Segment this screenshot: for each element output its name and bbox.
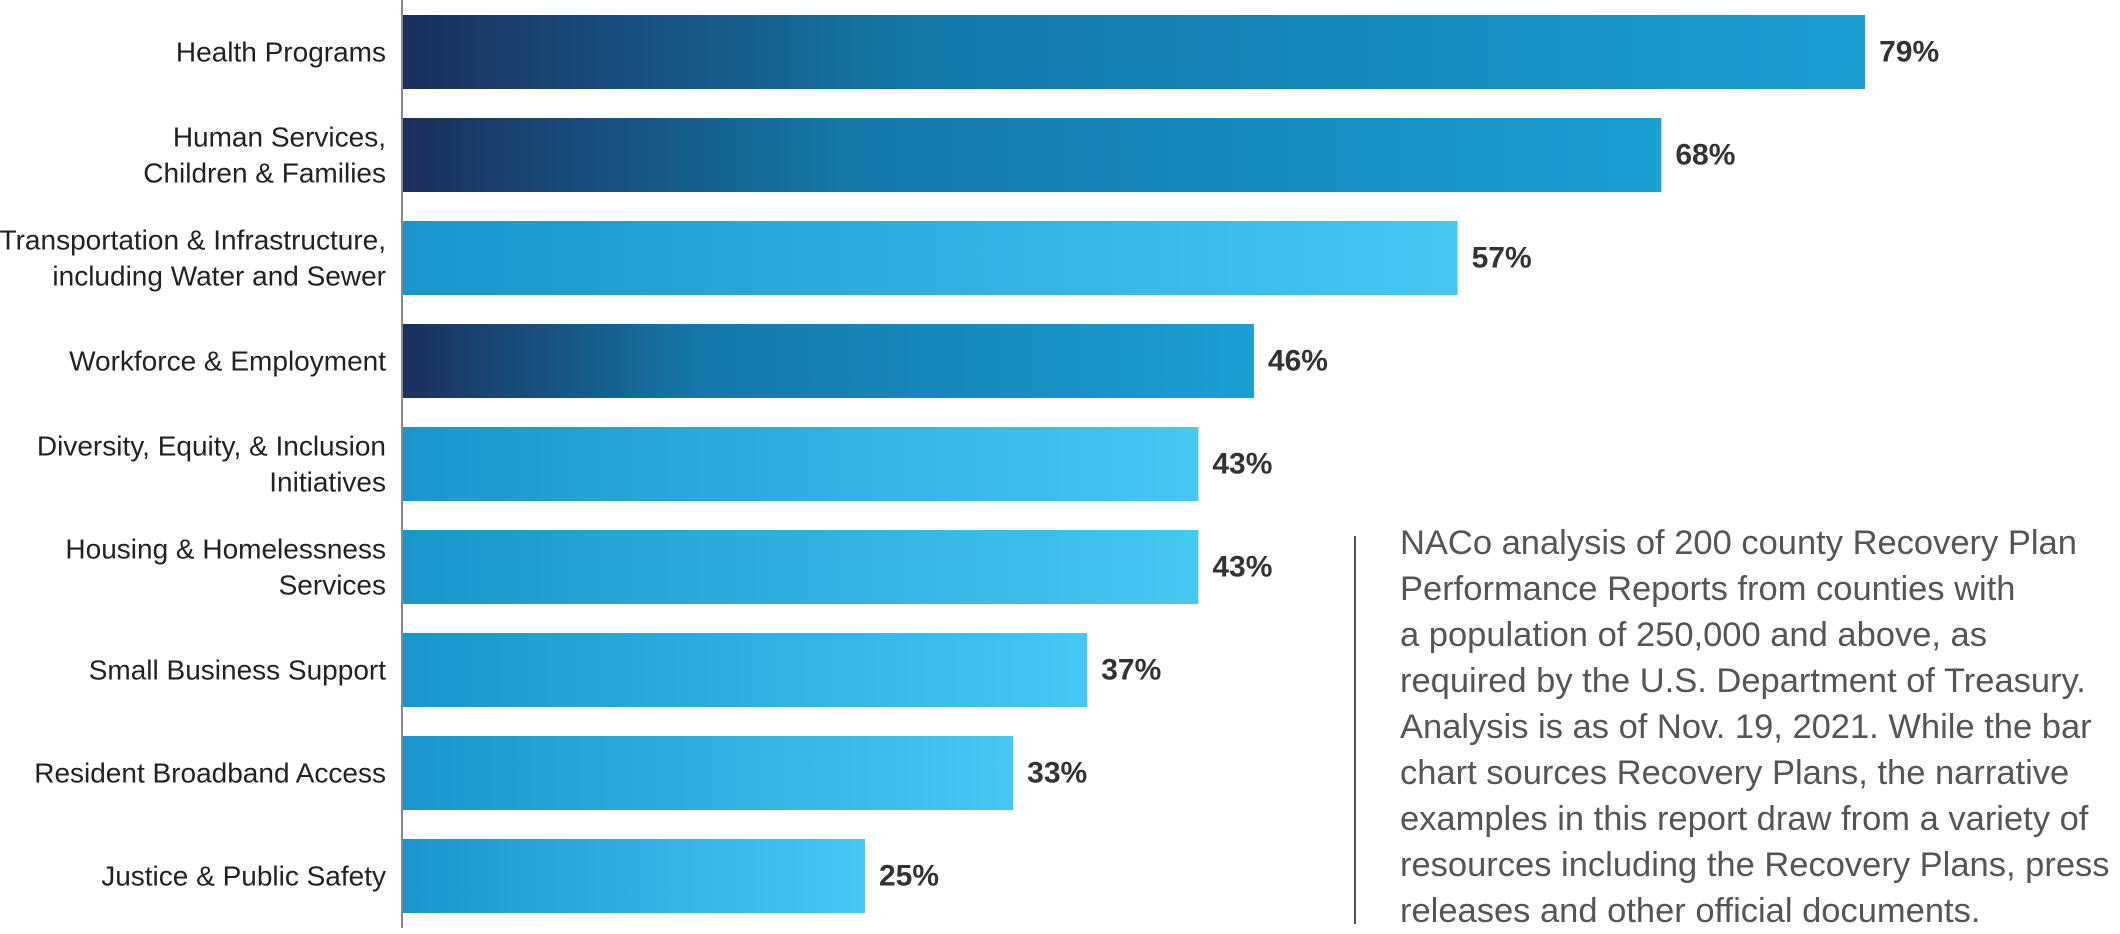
bar	[402, 118, 1662, 192]
bar	[402, 839, 865, 913]
source-note-line: resources including the Recovery Plans, …	[1400, 846, 2110, 884]
value-label: 46%	[1268, 345, 1328, 378]
category-label: Human Services,	[173, 122, 386, 153]
source-note-line: required by the U.S. Department of Treas…	[1400, 662, 2086, 700]
value-label: 33%	[1027, 757, 1087, 790]
category-label: including Water and Sewer	[52, 261, 386, 292]
value-label: 68%	[1675, 139, 1735, 172]
bar	[402, 530, 1199, 604]
category-label: Diversity, Equity, & Inclusion	[37, 431, 386, 462]
category-label: Health Programs	[176, 37, 386, 68]
category-label: Justice & Public Safety	[101, 861, 386, 892]
source-note-line: NACo analysis of 200 county Recovery Pla…	[1400, 524, 2077, 562]
value-label: 57%	[1472, 242, 1532, 275]
bars-group	[402, 15, 1866, 913]
bar	[402, 15, 1866, 89]
source-note-line: releases and other official documents.	[1400, 892, 1981, 930]
value-label: 37%	[1101, 654, 1161, 687]
bar	[402, 221, 1458, 295]
category-labels-group: Health Programs Human Services, Children &…	[0, 37, 386, 892]
category-label: Initiatives	[269, 467, 386, 498]
source-note-line: chart sources Recovery Plans, the narrat…	[1400, 754, 2070, 792]
value-labels-group: 79% 68% 57% 46% 43% 43% 37% 33% 25%	[879, 36, 1939, 893]
category-label: Workforce & Employment	[69, 346, 386, 377]
category-label: Children & Families	[143, 158, 386, 189]
source-note-line: Analysis is as of Nov. 19, 2021. While t…	[1400, 708, 2092, 746]
bar	[402, 736, 1014, 810]
category-label: Housing & Homelessness	[65, 534, 386, 565]
source-note-line: a population of 250,000 and above, as	[1400, 616, 1987, 654]
bar	[402, 427, 1199, 501]
note-divider	[1354, 536, 1356, 924]
value-label: 43%	[1212, 448, 1272, 481]
bar	[402, 324, 1254, 398]
category-label: Small Business Support	[89, 655, 386, 686]
category-label: Resident Broadband Access	[34, 758, 386, 789]
category-label: Transportation & Infrastructure,	[0, 225, 386, 256]
value-label: 43%	[1212, 551, 1272, 584]
source-note-line: examples in this report draw from a vari…	[1400, 800, 2089, 838]
value-label: 79%	[1879, 36, 1939, 69]
source-note-line: Performance Reports from counties with	[1400, 570, 2016, 608]
value-label: 25%	[879, 860, 939, 893]
bar	[402, 633, 1088, 707]
category-label: Services	[279, 570, 386, 601]
source-note: NACo analysis of 200 county Recovery Pla…	[1400, 520, 2110, 934]
